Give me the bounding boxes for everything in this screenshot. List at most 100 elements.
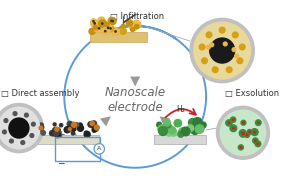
Circle shape bbox=[91, 124, 94, 127]
Circle shape bbox=[219, 27, 225, 33]
Circle shape bbox=[129, 24, 134, 29]
Circle shape bbox=[50, 131, 55, 136]
Circle shape bbox=[91, 19, 96, 24]
Circle shape bbox=[90, 121, 94, 126]
Circle shape bbox=[210, 43, 214, 47]
Circle shape bbox=[245, 133, 249, 137]
Circle shape bbox=[24, 113, 28, 117]
Circle shape bbox=[255, 120, 261, 125]
Circle shape bbox=[157, 122, 162, 127]
Circle shape bbox=[240, 147, 242, 148]
Circle shape bbox=[94, 125, 99, 130]
Text: Nanoscale
electrode: Nanoscale electrode bbox=[105, 86, 166, 114]
Circle shape bbox=[54, 131, 58, 136]
Circle shape bbox=[55, 128, 60, 133]
Circle shape bbox=[84, 131, 90, 137]
Circle shape bbox=[228, 122, 230, 124]
Circle shape bbox=[102, 28, 109, 35]
Circle shape bbox=[108, 27, 109, 29]
Circle shape bbox=[257, 143, 259, 145]
Bar bbox=[154, 135, 206, 144]
Circle shape bbox=[247, 129, 252, 134]
Circle shape bbox=[92, 128, 96, 132]
Circle shape bbox=[71, 122, 77, 127]
Circle shape bbox=[104, 30, 106, 32]
Circle shape bbox=[194, 22, 251, 79]
Circle shape bbox=[249, 131, 251, 133]
Circle shape bbox=[181, 127, 190, 136]
Circle shape bbox=[112, 28, 119, 35]
Circle shape bbox=[242, 132, 243, 134]
Circle shape bbox=[91, 121, 96, 126]
Circle shape bbox=[220, 110, 266, 156]
Circle shape bbox=[187, 125, 194, 131]
Circle shape bbox=[132, 26, 137, 30]
Circle shape bbox=[108, 17, 115, 24]
Circle shape bbox=[235, 54, 238, 58]
Circle shape bbox=[13, 112, 17, 115]
Circle shape bbox=[94, 23, 95, 24]
Circle shape bbox=[199, 44, 205, 50]
Circle shape bbox=[196, 122, 204, 130]
Circle shape bbox=[230, 117, 236, 122]
Circle shape bbox=[233, 128, 234, 129]
Circle shape bbox=[92, 125, 99, 132]
Circle shape bbox=[242, 133, 244, 135]
Circle shape bbox=[239, 130, 246, 136]
Circle shape bbox=[38, 123, 43, 128]
Circle shape bbox=[91, 20, 98, 27]
Circle shape bbox=[133, 20, 139, 26]
Circle shape bbox=[187, 127, 193, 132]
Circle shape bbox=[179, 128, 186, 135]
Circle shape bbox=[98, 28, 100, 29]
Text: □ Direct assembly: □ Direct assembly bbox=[1, 89, 79, 98]
Circle shape bbox=[69, 122, 76, 129]
Circle shape bbox=[191, 126, 199, 134]
Circle shape bbox=[115, 31, 116, 32]
Circle shape bbox=[120, 28, 126, 34]
Circle shape bbox=[189, 119, 196, 126]
Circle shape bbox=[158, 125, 166, 133]
Circle shape bbox=[247, 134, 248, 136]
Circle shape bbox=[193, 118, 202, 126]
Text: A: A bbox=[97, 146, 101, 151]
Circle shape bbox=[216, 106, 269, 159]
Circle shape bbox=[71, 132, 75, 135]
Circle shape bbox=[238, 145, 243, 150]
Circle shape bbox=[134, 21, 141, 28]
Bar bbox=[55, 137, 100, 161]
Circle shape bbox=[226, 67, 232, 73]
Circle shape bbox=[105, 25, 112, 31]
Circle shape bbox=[121, 24, 126, 29]
Circle shape bbox=[243, 133, 244, 134]
Circle shape bbox=[212, 67, 218, 73]
Circle shape bbox=[230, 125, 237, 132]
Circle shape bbox=[206, 32, 212, 38]
Circle shape bbox=[254, 131, 255, 133]
Bar bbox=[90, 32, 147, 42]
Circle shape bbox=[98, 17, 105, 24]
Bar bbox=[38, 135, 99, 144]
Circle shape bbox=[232, 48, 236, 51]
Circle shape bbox=[96, 26, 102, 31]
Circle shape bbox=[39, 126, 42, 130]
Circle shape bbox=[89, 28, 95, 34]
Circle shape bbox=[223, 42, 227, 46]
Circle shape bbox=[0, 107, 40, 149]
Circle shape bbox=[55, 127, 59, 131]
Circle shape bbox=[243, 122, 244, 124]
Circle shape bbox=[93, 21, 94, 22]
Circle shape bbox=[166, 123, 171, 128]
Circle shape bbox=[9, 139, 13, 143]
Circle shape bbox=[51, 132, 56, 136]
Text: □ Infiltration: □ Infiltration bbox=[110, 12, 164, 21]
Circle shape bbox=[108, 25, 114, 32]
Circle shape bbox=[99, 20, 106, 27]
Circle shape bbox=[210, 38, 235, 63]
Circle shape bbox=[0, 104, 44, 153]
Circle shape bbox=[4, 119, 8, 122]
Circle shape bbox=[239, 44, 245, 50]
Circle shape bbox=[159, 127, 167, 135]
Circle shape bbox=[178, 132, 184, 137]
Circle shape bbox=[240, 130, 247, 137]
